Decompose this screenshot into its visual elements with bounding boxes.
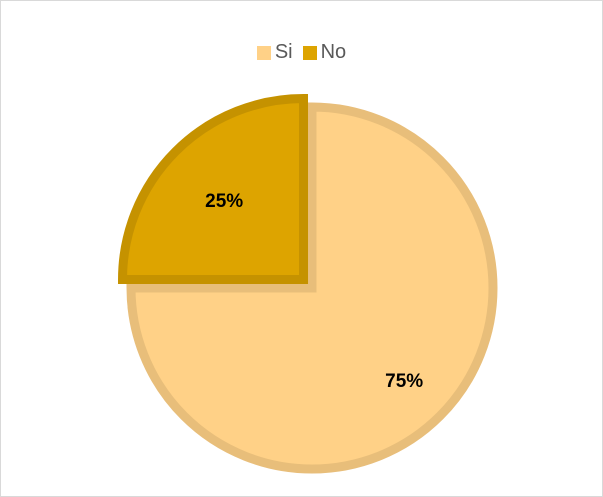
pie-slice-no bbox=[118, 94, 309, 285]
legend-entry-si: Si bbox=[256, 41, 293, 64]
data-label-no: 25% bbox=[205, 191, 243, 212]
pie-slice-si bbox=[126, 102, 498, 474]
legend: Si No bbox=[1, 41, 602, 64]
legend-label-si: Si bbox=[274, 41, 293, 63]
data-label-si: 75% bbox=[385, 371, 423, 392]
legend-entry-no: No bbox=[302, 41, 347, 64]
legend-label-no: No bbox=[320, 41, 347, 63]
legend-swatch-no bbox=[302, 45, 317, 60]
legend-swatch-si bbox=[256, 45, 271, 60]
